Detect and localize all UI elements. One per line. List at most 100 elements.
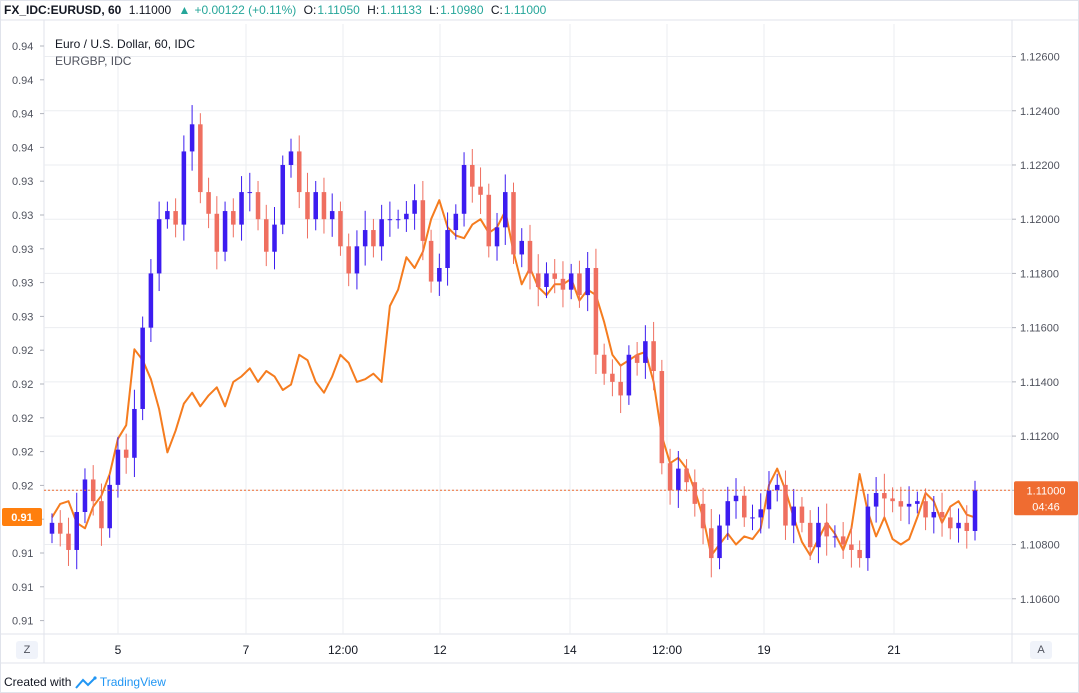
candle-body — [865, 506, 871, 559]
candle-body — [49, 522, 55, 534]
candle — [873, 477, 879, 523]
candle-body — [700, 503, 706, 529]
low-value: 1.10980 — [440, 3, 484, 17]
candle-body — [338, 211, 343, 247]
candle — [412, 184, 417, 230]
right-tick-label: 1.11400 — [1020, 377, 1059, 389]
candle — [626, 345, 632, 405]
candle — [964, 505, 970, 549]
candle — [461, 152, 467, 227]
candle-body — [288, 151, 294, 165]
chart-legend: Euro / U.S. Dollar, 60, IDC EURGBP, IDC — [55, 36, 195, 70]
auto-scale-button[interactable]: A — [1030, 641, 1052, 659]
candle-body — [470, 164, 475, 187]
candle-body — [527, 240, 533, 274]
candle-body — [667, 463, 673, 491]
candle-body — [486, 194, 492, 247]
symbol-name[interactable]: FX_IDC:EURUSD, 60 — [4, 3, 122, 17]
candle — [791, 488, 796, 544]
candle-body — [379, 219, 384, 247]
left-tick-label: 0.92 — [12, 345, 33, 357]
candle-body — [783, 484, 788, 526]
candle-body — [577, 273, 582, 296]
candle — [247, 172, 253, 212]
legend-main-series[interactable]: Euro / U.S. Dollar, 60, IDC — [55, 37, 196, 51]
candle — [832, 525, 838, 548]
candle-body — [453, 213, 459, 231]
left-tick-label: 0.93 — [12, 278, 33, 290]
candle-body — [593, 268, 599, 355]
compare-price-tag — [2, 508, 42, 526]
candle — [618, 364, 623, 414]
candle-body — [206, 192, 211, 214]
candle-body — [840, 536, 846, 545]
candle — [717, 514, 722, 570]
candle — [783, 470, 788, 540]
high-label: H: — [367, 3, 380, 17]
candle-body — [107, 484, 112, 529]
candle-body — [329, 211, 335, 220]
candle-body — [799, 506, 805, 523]
candle-body — [659, 371, 665, 464]
candle — [494, 212, 500, 261]
candle — [296, 135, 302, 209]
candle — [338, 201, 343, 256]
candle — [601, 343, 607, 385]
candle-body — [214, 213, 220, 252]
candle-body — [634, 354, 640, 363]
candle — [99, 483, 104, 546]
candle-body — [272, 224, 277, 252]
candle — [593, 248, 599, 375]
candle — [255, 180, 261, 231]
candle-body — [165, 211, 170, 220]
candle — [956, 508, 961, 543]
candle-body — [412, 200, 417, 214]
candle-body — [404, 213, 409, 220]
scale-left-button[interactable]: Z — [16, 641, 38, 659]
candle-body — [717, 525, 722, 559]
candle — [165, 201, 170, 229]
candle-body — [832, 536, 838, 538]
symbol-header: FX_IDC:EURUSD, 60 1.11000 ▲ +0.00122 (+0.… — [4, 3, 550, 17]
candle-body — [362, 230, 368, 247]
candle — [445, 212, 450, 286]
candle — [379, 204, 384, 261]
left-tick-label: 0.94 — [12, 142, 33, 154]
candle-body — [313, 192, 318, 220]
candle-body — [890, 498, 895, 502]
candle — [222, 201, 228, 262]
last-price-tag — [1014, 481, 1078, 516]
candle — [189, 105, 195, 171]
candle — [395, 209, 401, 229]
candle — [362, 210, 368, 266]
candle-body — [511, 192, 516, 255]
candle — [700, 487, 706, 545]
candle — [898, 486, 904, 521]
footer-prefix: Created with — [4, 675, 72, 689]
candle — [865, 493, 871, 571]
candle — [305, 172, 310, 239]
candle — [535, 254, 541, 307]
candle — [214, 196, 220, 270]
left-tick-label: 0.92 — [12, 480, 33, 492]
x-tick-label: 12:00 — [328, 643, 358, 657]
bar-countdown: 04:46 — [1032, 501, 1060, 513]
left-tick-label: 0.94 — [12, 41, 33, 53]
candle-body — [923, 501, 928, 518]
candle-body — [428, 240, 434, 282]
legend-compare-series[interactable]: EURGBP, IDC — [55, 54, 132, 68]
candle-body — [66, 533, 71, 550]
series-layer — [44, 105, 1012, 578]
candle — [799, 497, 805, 533]
candle — [741, 486, 747, 527]
candle-body — [882, 493, 887, 499]
candle — [544, 262, 549, 299]
x-tick-label: 21 — [887, 643, 901, 657]
candle — [181, 135, 187, 241]
left-tick-label: 0.93 — [12, 210, 33, 222]
footer-brand[interactable]: TradingView — [99, 675, 166, 689]
candle — [123, 433, 129, 474]
candle — [733, 478, 739, 519]
